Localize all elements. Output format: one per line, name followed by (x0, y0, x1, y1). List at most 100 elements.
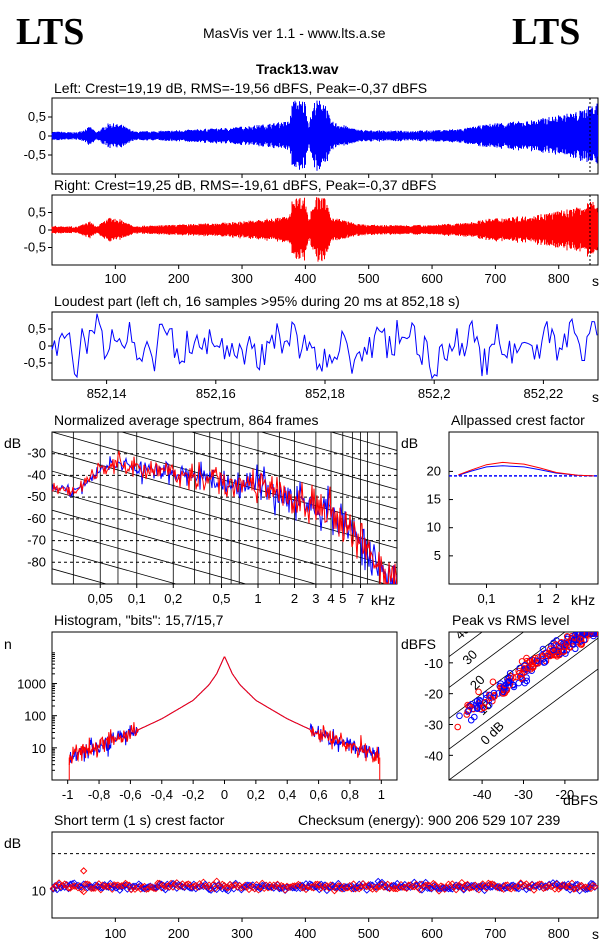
peakrms-diagonal-label: 0 dB (477, 718, 507, 748)
histogram-frame (51, 631, 398, 781)
peakrms-point (463, 711, 471, 718)
peakrms-point (580, 636, 588, 644)
allpass-xtick-label: 1 (537, 591, 544, 606)
shortcrest-left-point (530, 882, 538, 891)
shortcrest-right-point (553, 880, 561, 888)
spectrum-slope-line (52, 608, 397, 705)
shortcrest-right-point (211, 885, 219, 893)
shortcrest-right-point (163, 882, 171, 891)
left-channel-ytick-label: 0 (39, 128, 46, 143)
shortcrest-left-point (399, 882, 407, 890)
shortcrest-left-point (169, 879, 177, 888)
shortcrest-left-point (477, 883, 485, 891)
shortcrest-right-point (393, 885, 401, 893)
shortcrest-left-point (376, 879, 384, 888)
peakrms-point (577, 635, 584, 643)
shortcrest-xtick-label: 700 (485, 926, 507, 941)
spectrum-slope-line (190, 432, 397, 490)
peakrms-point (482, 699, 489, 706)
peakrms-xtick-label: -40 (473, 787, 492, 802)
shortcrest-right-point (83, 880, 92, 888)
shortcrest-right-point (93, 882, 101, 890)
shortcrest-right-point (74, 884, 82, 892)
peakrms-point (563, 640, 571, 647)
shortcrest-right-point (271, 882, 280, 891)
shortcrest-xtick-label: 500 (358, 926, 380, 941)
shortcrest-left-point (536, 883, 544, 891)
spectrum-xtick-label: 4 (327, 591, 334, 606)
shortcrest-right-point (319, 882, 327, 891)
spectrum-ytick-label: -70 (27, 533, 46, 548)
peakrms-point (539, 645, 547, 653)
loudest-xtick-label: 852,18 (305, 386, 345, 401)
shortcrest-right-point (382, 883, 390, 891)
shortcrest-left-point (99, 884, 107, 892)
histogram-ytick-label: 1000 (17, 677, 46, 692)
spectrum-ytick-label: -30 (27, 446, 46, 461)
peakrms-ytick-label: -40 (424, 748, 443, 763)
peakrms-point (539, 652, 547, 660)
shortcrest-right-point (292, 882, 301, 890)
shortcrest-left-point (201, 880, 209, 888)
shortcrest-left-point (270, 884, 278, 892)
peakrms-diagonal-label: 40 (452, 621, 473, 642)
shortcrest-right-point (154, 879, 162, 887)
right-channel-ytick-label: 0 (39, 222, 46, 237)
spectrum-slope-line (52, 490, 387, 584)
spectrum-xtick-label: 5 (339, 591, 346, 606)
shortcrest-right-point (119, 881, 128, 890)
peakrms-point (510, 681, 517, 689)
shortcrest-right-point (169, 883, 177, 891)
shortcrest-right-point (222, 884, 230, 892)
peakrms-point (482, 691, 490, 698)
peakrms-point (550, 646, 557, 654)
peakrms-point (456, 712, 463, 720)
peakrms-point (490, 689, 498, 697)
spectrum-ytick-label: -40 (27, 467, 46, 482)
peakrms-point (467, 703, 474, 711)
allpass-xtick-label: 2 (553, 591, 560, 606)
spectrum-ytick-label: -80 (27, 554, 46, 569)
shortcrest-right-point (349, 880, 358, 888)
shortcrest-right-point (522, 880, 531, 888)
shortcrest-left-point (180, 883, 189, 892)
shortcrest-right-point (80, 887, 88, 896)
allpass-ytick-label: 20 (427, 463, 441, 478)
peakrms-point (560, 648, 568, 655)
allpass-xtick-label: 0,1 (477, 591, 495, 606)
spectrum-slope-line (329, 432, 397, 451)
spectrum-slope-line (120, 432, 397, 510)
peakrms-title: Peak vs RMS level (452, 612, 570, 628)
shortcrest-right-point (315, 881, 323, 889)
peakrms-point (475, 688, 482, 696)
histogram-xtick-label: 0,2 (247, 787, 265, 802)
shortcrest-left-point (323, 886, 331, 895)
peakrms-point (467, 716, 475, 724)
peakrms-point (489, 678, 497, 686)
right-channel-xtick-label: 200 (168, 271, 190, 286)
peakrms-point (509, 674, 517, 681)
histogram-xtick-label: 1 (378, 787, 385, 802)
histogram-xtick-label: 0,4 (278, 787, 296, 802)
shortcrest-right-point (91, 884, 99, 892)
shortcrest-right-point (306, 882, 314, 891)
shortcrest-xtick-label: 200 (168, 926, 190, 941)
shortcrest-left-point (420, 881, 428, 890)
spectrum-slope-line (52, 295, 397, 392)
allpass-ytick-label: 10 (427, 520, 441, 535)
histogram-xtick-label: 0 (221, 787, 228, 802)
shortcrest-right-point (302, 885, 310, 894)
right-channel-xtick-label: 500 (358, 271, 380, 286)
shortcrest-right-point (359, 880, 367, 888)
shortcrest-left-point (224, 887, 232, 895)
right-channel-xtick-label: 100 (104, 271, 126, 286)
shortcrest-left-point (150, 883, 158, 892)
shortcrest-left-point (351, 883, 360, 892)
spectrum-slope-line (52, 627, 397, 724)
peakrms-ytick-label: -20 (424, 687, 443, 702)
spectrum-plot (52, 295, 397, 724)
histogram-ytick-label: 10 (32, 741, 46, 756)
peakrms-point (521, 679, 529, 687)
shortcrest-left-point (391, 882, 399, 890)
shortcrest-title: Short term (1 s) crest factor (54, 812, 225, 828)
